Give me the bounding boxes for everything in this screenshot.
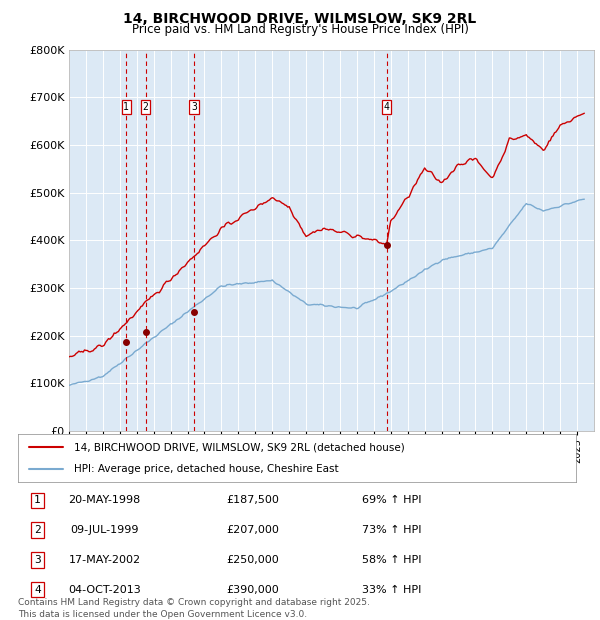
Text: 58% ↑ HPI: 58% ↑ HPI <box>362 555 422 565</box>
Text: 3: 3 <box>191 102 197 112</box>
Text: 69% ↑ HPI: 69% ↑ HPI <box>362 495 422 505</box>
Text: £207,000: £207,000 <box>226 525 279 535</box>
Text: 14, BIRCHWOOD DRIVE, WILMSLOW, SK9 2RL: 14, BIRCHWOOD DRIVE, WILMSLOW, SK9 2RL <box>124 12 476 27</box>
Text: £390,000: £390,000 <box>226 585 279 595</box>
Text: 04-OCT-2013: 04-OCT-2013 <box>68 585 141 595</box>
Text: Price paid vs. HM Land Registry's House Price Index (HPI): Price paid vs. HM Land Registry's House … <box>131 23 469 36</box>
Text: 33% ↑ HPI: 33% ↑ HPI <box>362 585 422 595</box>
Text: 14, BIRCHWOOD DRIVE, WILMSLOW, SK9 2RL (detached house): 14, BIRCHWOOD DRIVE, WILMSLOW, SK9 2RL (… <box>74 442 404 452</box>
Text: Contains HM Land Registry data © Crown copyright and database right 2025.
This d: Contains HM Land Registry data © Crown c… <box>18 598 370 619</box>
Text: 4: 4 <box>383 102 389 112</box>
Text: 1: 1 <box>34 495 41 505</box>
Text: 2: 2 <box>34 525 41 535</box>
Text: 1: 1 <box>124 102 129 112</box>
Text: 2: 2 <box>143 102 148 112</box>
Text: 3: 3 <box>34 555 41 565</box>
Text: 73% ↑ HPI: 73% ↑ HPI <box>362 525 422 535</box>
Text: 17-MAY-2002: 17-MAY-2002 <box>68 555 140 565</box>
Text: £187,500: £187,500 <box>226 495 279 505</box>
Text: 4: 4 <box>34 585 41 595</box>
Text: HPI: Average price, detached house, Cheshire East: HPI: Average price, detached house, Ches… <box>74 464 338 474</box>
Text: £250,000: £250,000 <box>226 555 279 565</box>
Text: 09-JUL-1999: 09-JUL-1999 <box>70 525 139 535</box>
Text: 20-MAY-1998: 20-MAY-1998 <box>68 495 140 505</box>
